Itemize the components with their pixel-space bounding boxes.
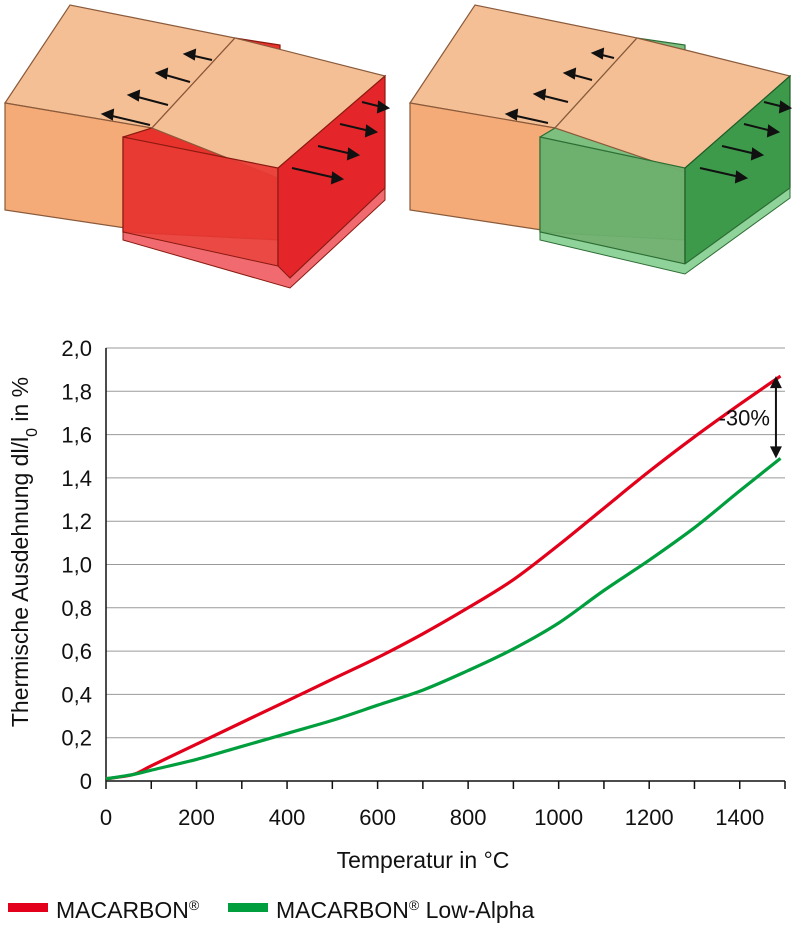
x-tick-label: 800	[450, 805, 487, 830]
legend-item-macarbon: MACARBON®	[8, 897, 200, 923]
legend: MACARBON® MACARBON® Low-Alpha	[8, 897, 535, 923]
x-ticks	[105, 781, 786, 789]
grid-lines	[106, 347, 785, 739]
annotation-arrowhead-bottom	[769, 446, 782, 459]
right-block-green-bottom-lip	[539, 187, 791, 275]
y-tick-label: 1,2	[61, 509, 92, 534]
y-axis-title-main: Thermische Ausdehnung dl/l	[7, 437, 33, 727]
left-block-red-bottom-lip	[122, 186, 386, 289]
macarbon-block-illustration	[3, 4, 391, 289]
chart: 0 0,2 0,4 0,6 0,8 1,0 1,2 1,4 1,6 1,8 2,0 0 200 400 6…	[7, 336, 786, 873]
y-tick-label: 0,8	[61, 596, 92, 621]
legend-label-macarbon: MACARBON®	[56, 897, 200, 923]
x-tick-label: 1000	[534, 805, 583, 830]
legend-macarbon-main: MACARBON	[56, 897, 189, 923]
y-tick-label: 0	[80, 769, 92, 794]
y-tick-label: 1,4	[61, 466, 92, 491]
y-tick-label: 0,6	[61, 639, 92, 664]
legend-item-low-alpha: MACARBON® Low-Alpha	[228, 897, 535, 923]
x-tick-labels: 0 200 400 600 800 1000 1200 1400	[100, 805, 764, 830]
right-block-expansion-arrows	[504, 47, 793, 184]
y-tick-label: 0,4	[61, 682, 92, 707]
series-line-low-alpha	[105, 457, 782, 781]
x-tick-label: 0	[100, 805, 112, 830]
legend-low-alpha-tail: Low-Alpha	[419, 897, 534, 923]
legend-label-low-alpha: MACARBON® Low-Alpha	[276, 897, 535, 923]
reduction-annotation: -30%	[719, 376, 782, 459]
legend-macarbon-sup: ®	[189, 897, 200, 913]
series-line-macarbon	[105, 374, 782, 781]
annotation-label: -30%	[719, 405, 770, 430]
y-tick-label: 1,8	[61, 379, 92, 404]
y-tick-label: 1,0	[61, 553, 92, 578]
left-block-expansion-arrows	[100, 48, 391, 185]
series-lines	[105, 374, 782, 781]
x-tick-label: 1200	[625, 805, 674, 830]
y-axis-title-tail: in %	[7, 377, 33, 428]
legend-low-alpha-main: MACARBON	[276, 897, 409, 923]
legend-low-alpha-sup: ®	[409, 897, 420, 913]
low-alpha-block-illustration	[408, 4, 793, 275]
legend-swatch-macarbon	[8, 903, 48, 912]
legend-swatch-low-alpha	[228, 903, 268, 912]
annotation-arrowhead-top	[769, 376, 782, 389]
x-axis-title: Temperatur in °C	[337, 847, 510, 873]
y-axis-title-subscript: 0	[24, 428, 41, 437]
y-tick-label: 1,6	[61, 423, 92, 448]
x-tick-label: 400	[269, 805, 306, 830]
y-tick-labels: 0 0,2 0,4 0,6 0,8 1,0 1,2 1,4 1,6 1,8 2,0	[61, 336, 92, 794]
x-tick-label: 600	[359, 805, 396, 830]
x-tick-label: 1400	[715, 805, 764, 830]
x-tick-label: 200	[178, 805, 215, 830]
y-tick-label: 2,0	[61, 336, 92, 361]
y-axis-title: Thermische Ausdehnung dl/l0 in %	[7, 377, 41, 727]
y-tick-label: 0,2	[61, 726, 92, 751]
